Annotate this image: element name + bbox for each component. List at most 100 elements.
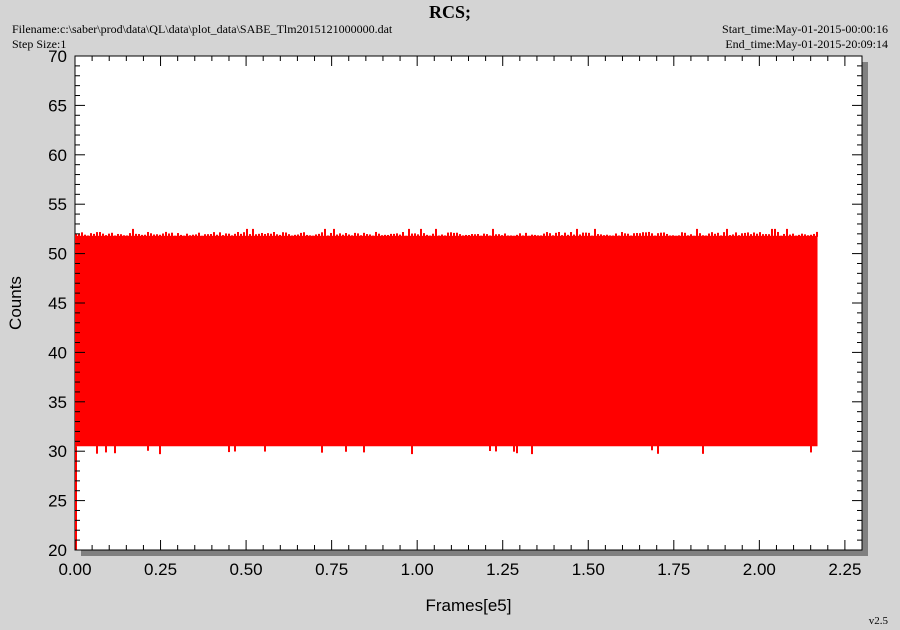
series-spike-top bbox=[306, 234, 308, 237]
series-spike-top bbox=[663, 232, 665, 237]
series-spike-top bbox=[471, 234, 473, 237]
series-spike-top bbox=[237, 231, 239, 237]
series-spike-top bbox=[786, 228, 788, 237]
series-spike-top bbox=[438, 235, 440, 237]
series-spike-top bbox=[651, 233, 653, 237]
series-spike-top bbox=[675, 235, 677, 237]
series-spike-top bbox=[450, 232, 452, 237]
series-spike-top bbox=[399, 234, 401, 237]
series-spike-top bbox=[258, 233, 260, 237]
series-spike-top bbox=[225, 233, 227, 237]
series-spike-bottom bbox=[516, 445, 518, 454]
series-spike-top bbox=[771, 228, 773, 237]
series-spike-top bbox=[375, 231, 377, 237]
series-spike-bottom bbox=[264, 445, 266, 452]
series-spike-top bbox=[747, 232, 749, 237]
series-spike-top bbox=[81, 232, 83, 237]
step-size-label: Step Size:1 bbox=[12, 37, 67, 51]
series-spike-top bbox=[336, 234, 338, 237]
series-spike-top bbox=[567, 234, 569, 237]
series-spike-top bbox=[462, 235, 464, 237]
series-band bbox=[75, 235, 818, 447]
series-spike-top bbox=[192, 234, 194, 237]
series-spike-top bbox=[189, 235, 191, 237]
series-spike-top bbox=[522, 235, 524, 237]
y-tick-label: 40 bbox=[48, 343, 67, 362]
series-spike-top bbox=[795, 235, 797, 237]
series-spike-top bbox=[738, 235, 740, 237]
series-spike-bottom bbox=[321, 445, 323, 453]
series-spike-bottom bbox=[147, 445, 149, 451]
series-spike-top bbox=[624, 233, 626, 237]
series-spike-top bbox=[99, 232, 101, 237]
series-spike-top bbox=[813, 233, 815, 237]
series-spike-top bbox=[789, 234, 791, 237]
y-tick-label: 45 bbox=[48, 294, 67, 313]
series-spike-top bbox=[633, 233, 635, 237]
series-spike-top bbox=[195, 234, 197, 237]
series-spike-top bbox=[354, 232, 356, 237]
series-spike-top bbox=[816, 231, 818, 237]
series-spike-top bbox=[90, 233, 92, 237]
series-spike-bottom bbox=[234, 445, 236, 452]
series-spike-top bbox=[711, 232, 713, 237]
series-spike-top bbox=[669, 235, 671, 237]
series-spike-top bbox=[270, 233, 272, 237]
series-spike-top bbox=[513, 235, 515, 237]
series-spike-top bbox=[135, 233, 137, 237]
series-spike-top bbox=[219, 232, 221, 237]
series-spike-top bbox=[210, 234, 212, 237]
series-spike-top bbox=[372, 235, 374, 237]
series-spike-top bbox=[414, 233, 416, 237]
series-spike-top bbox=[300, 232, 302, 237]
series-spike-top bbox=[183, 235, 185, 237]
series-spike-top bbox=[360, 235, 362, 237]
start-time-label: Start_time:May-01-2015-00:00:16 bbox=[722, 22, 888, 36]
series-spike-top bbox=[774, 228, 776, 237]
series-spike-top bbox=[126, 235, 128, 237]
series-spike-top bbox=[198, 232, 200, 237]
series-spike-bottom bbox=[651, 445, 653, 451]
series-spike-top bbox=[165, 231, 167, 237]
series-spike-top bbox=[615, 233, 617, 237]
series-spike-top bbox=[579, 234, 581, 237]
series-spike-top bbox=[453, 232, 455, 237]
series-spike-bottom bbox=[96, 445, 98, 454]
series-spike-bottom bbox=[657, 445, 659, 454]
series-spike-top bbox=[390, 233, 392, 237]
series-spike-top bbox=[630, 235, 632, 237]
x-tick-label: 1.75 bbox=[657, 560, 690, 579]
series-spike-top bbox=[654, 235, 656, 237]
series-spike-top bbox=[588, 232, 590, 237]
series-spike-top bbox=[561, 235, 563, 237]
series-spike-top bbox=[810, 234, 812, 237]
series-spike-top bbox=[597, 234, 599, 237]
series-spike-top bbox=[240, 233, 242, 237]
series-spike-top bbox=[717, 232, 719, 237]
series-spike-top bbox=[423, 233, 425, 237]
series-spike-top bbox=[546, 232, 548, 237]
series-spike-top bbox=[798, 234, 800, 237]
series-spike-top bbox=[684, 232, 686, 237]
y-tick-label: 25 bbox=[48, 492, 67, 511]
series-spike-top bbox=[456, 232, 458, 237]
series-spike-top bbox=[96, 232, 98, 237]
series-spike-top bbox=[342, 234, 344, 237]
series-spike-top bbox=[459, 234, 461, 237]
series-spike-top bbox=[429, 235, 431, 237]
series-spike-top bbox=[576, 228, 578, 237]
series-spike-top bbox=[720, 235, 722, 237]
x-axis-label: Frames[e5] bbox=[426, 596, 512, 615]
axes-layer: 0.00 0.25 0.50 0.75 1.00 1.25 1.50 1.75 2.00 2.25… bbox=[48, 47, 862, 579]
series-spike-top bbox=[144, 234, 146, 237]
series-spike-bottom bbox=[159, 445, 161, 455]
series-spike-top bbox=[726, 228, 728, 237]
series-spike-top bbox=[426, 234, 428, 237]
series-spike-top bbox=[213, 232, 215, 237]
series-layer bbox=[75, 228, 818, 550]
series-spike-top bbox=[315, 234, 317, 237]
series-spike-top bbox=[207, 234, 209, 237]
chart-title: RCS; bbox=[428, 2, 471, 22]
series-spike-top bbox=[465, 234, 467, 237]
